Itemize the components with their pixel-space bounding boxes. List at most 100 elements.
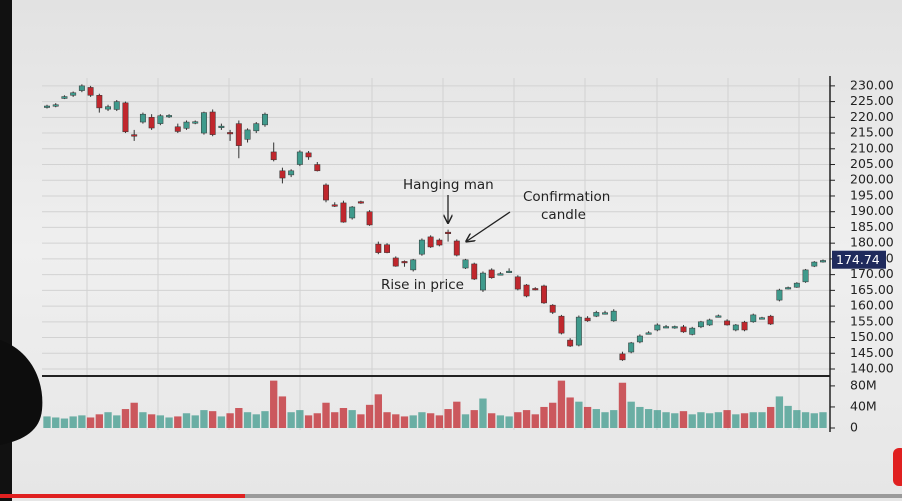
y-tick-label: 225.00 bbox=[850, 93, 894, 108]
volume-bar bbox=[784, 405, 792, 428]
volume-bar bbox=[78, 415, 86, 428]
volume-bar bbox=[636, 406, 644, 428]
volume-bar bbox=[488, 413, 496, 428]
candle-body bbox=[166, 115, 173, 118]
volume-bar bbox=[801, 412, 810, 428]
candle-body bbox=[811, 261, 818, 267]
volume-bar bbox=[470, 410, 478, 428]
y-tick-label: 205.00 bbox=[850, 156, 894, 171]
candle-body bbox=[357, 201, 364, 204]
volume-bar bbox=[235, 408, 243, 428]
candle-body bbox=[174, 126, 181, 132]
candle-body bbox=[619, 353, 626, 361]
candle-body bbox=[436, 239, 443, 246]
volume-bar bbox=[740, 413, 749, 428]
volume-bar bbox=[174, 416, 182, 428]
volume-bar bbox=[357, 414, 365, 428]
volume-bar bbox=[714, 412, 723, 428]
button[interactable] bbox=[893, 448, 902, 486]
volume-bar bbox=[679, 411, 688, 428]
volume-bar bbox=[662, 412, 670, 428]
volume-bar bbox=[461, 414, 470, 428]
volume-bar bbox=[758, 412, 766, 428]
volume-bar bbox=[583, 406, 592, 428]
volume-bar bbox=[392, 414, 400, 428]
candle-body bbox=[759, 317, 765, 320]
y-tick-label: 165.00 bbox=[850, 282, 894, 297]
candle-body bbox=[636, 335, 643, 343]
candle-body bbox=[244, 129, 251, 140]
y-tick-label: 155.00 bbox=[850, 313, 894, 328]
candle-body bbox=[480, 272, 486, 291]
volume-bar bbox=[549, 402, 557, 428]
volume-bar bbox=[444, 409, 452, 428]
candle-body bbox=[514, 276, 521, 290]
volume-bar bbox=[313, 413, 321, 428]
volume-bar bbox=[435, 415, 444, 428]
candle-body bbox=[96, 95, 103, 109]
y-tick-label: 170.00 bbox=[850, 266, 894, 281]
volume-bar bbox=[104, 412, 112, 428]
y-tick-label: 200.00 bbox=[850, 172, 894, 187]
volume-bar bbox=[130, 402, 138, 428]
candle-body bbox=[671, 326, 678, 329]
volume-bar bbox=[43, 416, 51, 428]
candle-body bbox=[654, 324, 661, 331]
arrow bbox=[467, 211, 511, 241]
volume-bar bbox=[557, 380, 566, 428]
volume-bar bbox=[278, 396, 287, 428]
volume-bar bbox=[139, 412, 147, 428]
candle-body bbox=[471, 263, 478, 280]
candle-body bbox=[488, 269, 495, 279]
candle-body bbox=[87, 87, 94, 96]
volume-bar bbox=[348, 410, 356, 428]
volume-bar bbox=[627, 401, 635, 428]
candle-body bbox=[218, 125, 225, 128]
candle-body bbox=[506, 270, 513, 273]
candle-body bbox=[462, 259, 469, 269]
candle-body bbox=[209, 111, 216, 135]
candle-body bbox=[366, 211, 373, 226]
volume-bar bbox=[418, 412, 426, 428]
volume-bar bbox=[479, 398, 487, 428]
candle-body bbox=[724, 320, 731, 326]
volume-bar bbox=[200, 410, 208, 428]
candle-body bbox=[497, 273, 504, 276]
candle-body bbox=[741, 321, 748, 331]
volume-bar bbox=[601, 412, 609, 428]
candle-body bbox=[52, 104, 59, 107]
candle-body bbox=[61, 96, 68, 99]
candle-body bbox=[253, 123, 260, 132]
candle-body bbox=[331, 204, 338, 207]
candle-body bbox=[689, 327, 696, 335]
volume-bar bbox=[775, 396, 784, 428]
candle-body bbox=[131, 134, 138, 137]
last-price-tag bbox=[832, 250, 886, 269]
volume-bar bbox=[165, 417, 173, 428]
volume-bar bbox=[95, 414, 103, 428]
candle-body bbox=[820, 260, 826, 263]
y-tick-label: 220.00 bbox=[850, 109, 894, 124]
candle-body bbox=[375, 243, 382, 253]
y-tick-label: 230.00 bbox=[850, 77, 894, 92]
candle-body bbox=[105, 106, 111, 110]
candle-body bbox=[802, 269, 809, 283]
candle-body bbox=[750, 314, 757, 323]
volume-bar bbox=[767, 406, 775, 428]
candle-body bbox=[200, 112, 207, 134]
hand-shadow bbox=[0, 340, 43, 445]
volume-bar bbox=[409, 415, 417, 428]
candle-body bbox=[427, 236, 434, 248]
volume-bar bbox=[209, 411, 217, 428]
volume-bar bbox=[697, 412, 705, 428]
volume-bar bbox=[514, 412, 522, 428]
candle-body bbox=[262, 113, 268, 126]
volume-bar bbox=[156, 415, 165, 428]
annotation: candle bbox=[541, 207, 586, 223]
annotation: Confirmation bbox=[523, 189, 610, 205]
annotation: Rise in price bbox=[381, 277, 464, 293]
candle-body bbox=[732, 324, 739, 331]
candle-body bbox=[645, 332, 652, 335]
volume-bar bbox=[296, 410, 304, 428]
